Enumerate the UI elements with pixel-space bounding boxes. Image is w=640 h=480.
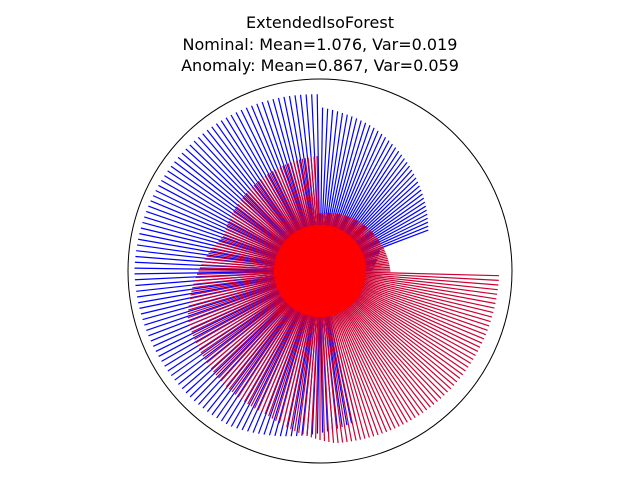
anomaly-core xyxy=(273,224,367,318)
chart-title-line-2: Nominal: Mean=1.076, Var=0.019 xyxy=(183,35,458,54)
chart-title-line-1: ExtendedIsoForest xyxy=(246,13,394,32)
polar-frame xyxy=(127,78,513,464)
chart-title-line-3: Anomaly: Mean=0.867, Var=0.059 xyxy=(181,56,459,75)
